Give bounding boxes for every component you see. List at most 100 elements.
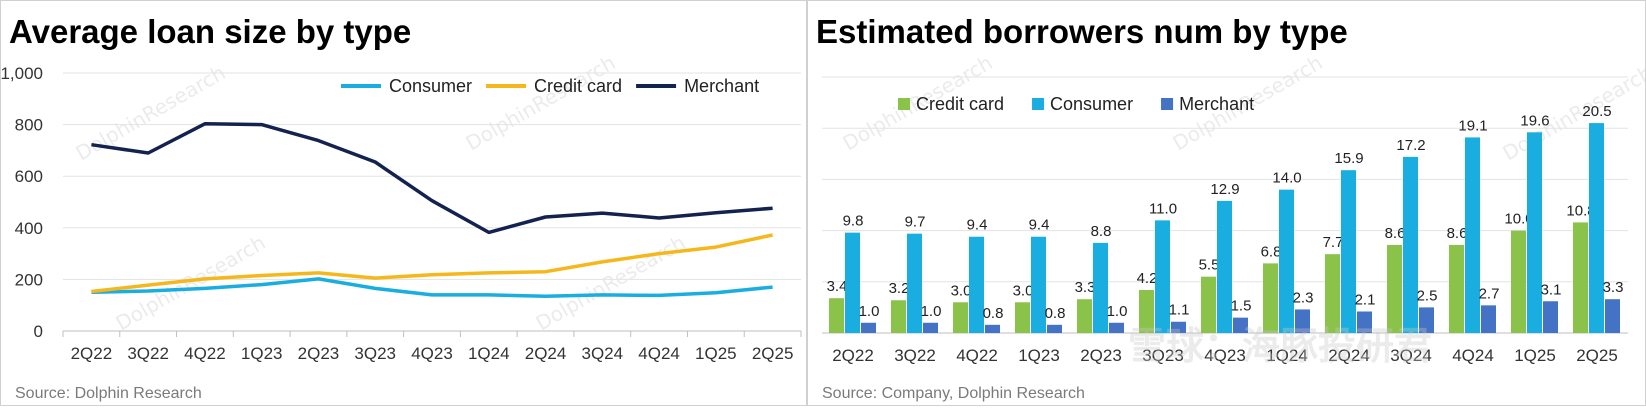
x-tick-label: 3Q24 bbox=[1390, 346, 1432, 365]
bar-consumer bbox=[907, 233, 922, 333]
x-tick-label: 2Q22 bbox=[71, 344, 113, 363]
bar-merchant bbox=[1605, 299, 1620, 333]
bar-credit-card bbox=[1511, 230, 1526, 333]
data-label-consumer: 19.6 bbox=[1520, 112, 1549, 129]
y-tick-label: 600 bbox=[15, 167, 43, 186]
data-label-credit-card: 6.8 bbox=[1261, 243, 1282, 260]
legend-label-consumer: Consumer bbox=[389, 76, 472, 96]
x-tick-label: 2Q25 bbox=[752, 344, 794, 363]
bar-credit-card bbox=[1387, 244, 1402, 333]
x-tick-label: 2Q22 bbox=[832, 346, 874, 365]
y-tick-label: 800 bbox=[15, 116, 43, 135]
x-tick-label: 3Q23 bbox=[1142, 346, 1184, 365]
data-label-merchant: 0.8 bbox=[1045, 305, 1066, 322]
data-label-consumer: 14.0 bbox=[1272, 170, 1301, 187]
data-label-credit-card: 8.6 bbox=[1385, 225, 1406, 242]
data-label-merchant: 2.1 bbox=[1355, 291, 1376, 308]
watermark-text: DolphinResearch bbox=[72, 60, 230, 165]
x-tick-label: 4Q23 bbox=[411, 344, 453, 363]
bar-consumer bbox=[1527, 132, 1542, 333]
data-label-merchant: 1.5 bbox=[1231, 298, 1252, 315]
legend-label-merchant: Merchant bbox=[1179, 94, 1254, 114]
data-label-credit-card: 3.4 bbox=[827, 278, 848, 295]
bar-merchant bbox=[861, 322, 876, 333]
x-tick-label: 1Q25 bbox=[695, 344, 737, 363]
bar-consumer bbox=[1403, 156, 1418, 333]
bar-consumer bbox=[1155, 220, 1170, 333]
watermark-text: DolphinResearch bbox=[462, 50, 620, 155]
chart-source: Source: Company, Dolphin Research bbox=[822, 385, 1085, 402]
data-label-merchant: 2.5 bbox=[1417, 287, 1438, 304]
data-label-merchant: 2.7 bbox=[1479, 285, 1500, 302]
bar-merchant bbox=[1419, 307, 1434, 333]
legend-label-consumer: Consumer bbox=[1050, 94, 1133, 114]
loan-size-line-chart: DolphinResearch DolphinResearch DolphinRes… bbox=[1, 50, 802, 363]
x-tick-label: 1Q23 bbox=[1018, 346, 1060, 365]
x-tick-label: 3Q22 bbox=[894, 346, 936, 365]
bar-merchant bbox=[1171, 321, 1186, 333]
legend-label-credit-card: Credit card bbox=[534, 76, 622, 96]
data-label-consumer: 9.4 bbox=[1029, 217, 1050, 234]
bar-credit-card bbox=[891, 300, 906, 333]
bar-credit-card bbox=[829, 298, 844, 333]
bar-merchant bbox=[923, 322, 938, 333]
bar-consumer bbox=[1093, 242, 1108, 333]
data-label-consumer: 15.9 bbox=[1334, 150, 1363, 167]
data-label-credit-card: 3.3 bbox=[1075, 279, 1096, 296]
data-label-consumer: 8.8 bbox=[1091, 223, 1112, 240]
bar-consumer bbox=[1217, 200, 1232, 333]
x-tick-label: 4Q22 bbox=[956, 346, 998, 365]
bar-credit-card bbox=[953, 302, 968, 333]
series-line-consumer bbox=[91, 277, 773, 298]
data-label-credit-card: 10.8 bbox=[1566, 202, 1595, 219]
bar-credit-card bbox=[1325, 254, 1340, 333]
loan-size-chart-panel: Average loan size by type DolphinResearc… bbox=[0, 0, 807, 406]
chart-title: Average loan size by type bbox=[9, 13, 412, 50]
data-label-consumer: 19.1 bbox=[1458, 117, 1487, 134]
bar-consumer bbox=[969, 236, 984, 333]
bar-consumer bbox=[1465, 137, 1480, 333]
x-tick-label: 4Q24 bbox=[1452, 346, 1494, 365]
legend-label-merchant: Merchant bbox=[684, 76, 759, 96]
bar-credit-card bbox=[1263, 263, 1278, 333]
bar-consumer bbox=[1279, 189, 1294, 333]
bar-merchant bbox=[1543, 301, 1558, 333]
data-label-consumer: 12.9 bbox=[1210, 181, 1239, 198]
watermark-text: DolphinResearch bbox=[112, 230, 270, 335]
bar-consumer bbox=[1031, 236, 1046, 333]
y-tick-label: 0 bbox=[34, 322, 43, 341]
data-label-merchant: 0.8 bbox=[983, 305, 1004, 322]
legend-swatch-credit-card bbox=[898, 98, 910, 110]
bar-credit-card bbox=[1139, 289, 1154, 333]
chart-title: Estimated borrowers num by type bbox=[816, 13, 1348, 50]
data-label-consumer: 20.5 bbox=[1582, 103, 1611, 120]
bar-merchant bbox=[985, 324, 1000, 333]
data-label-consumer: 9.7 bbox=[905, 214, 926, 231]
data-label-merchant: 1.0 bbox=[859, 303, 880, 320]
legend-label-credit-card: Credit card bbox=[916, 94, 1004, 114]
bar-merchant bbox=[1295, 309, 1310, 333]
data-label-merchant: 1.0 bbox=[921, 303, 942, 320]
x-tick-label: 4Q23 bbox=[1204, 346, 1246, 365]
data-label-consumer: 11.0 bbox=[1149, 200, 1177, 217]
bar-credit-card bbox=[1449, 244, 1464, 333]
data-label-credit-card: 4.2 bbox=[1137, 270, 1158, 287]
watermark-text: 雪球：海豚投研君 bbox=[1128, 324, 1432, 368]
borrowers-chart-panel: Estimated borrowers num by type DolphinR… bbox=[807, 0, 1646, 406]
data-label-merchant: 3.1 bbox=[1541, 281, 1562, 298]
data-label-credit-card: 3.0 bbox=[951, 282, 972, 299]
borrowers-bar-chart: DolphinResearch DolphinResearch DolphinRes… bbox=[822, 50, 1646, 368]
x-tick-label: 4Q24 bbox=[638, 344, 680, 363]
bar-consumer bbox=[845, 232, 860, 333]
data-label-merchant: 2.3 bbox=[1293, 289, 1314, 306]
data-label-merchant: 1.1 bbox=[1169, 302, 1190, 319]
bar-credit-card bbox=[1077, 299, 1092, 333]
legend-swatch-merchant bbox=[1161, 98, 1174, 110]
x-tick-label: 3Q23 bbox=[354, 344, 396, 363]
data-label-consumer: 9.8 bbox=[843, 213, 864, 230]
x-tick-label: 1Q24 bbox=[1266, 346, 1308, 365]
x-tick-label: 1Q23 bbox=[241, 344, 283, 363]
bar-consumer bbox=[1341, 170, 1356, 333]
x-tick-label: 2Q25 bbox=[1576, 346, 1618, 365]
series-line-credit-card bbox=[91, 233, 773, 294]
